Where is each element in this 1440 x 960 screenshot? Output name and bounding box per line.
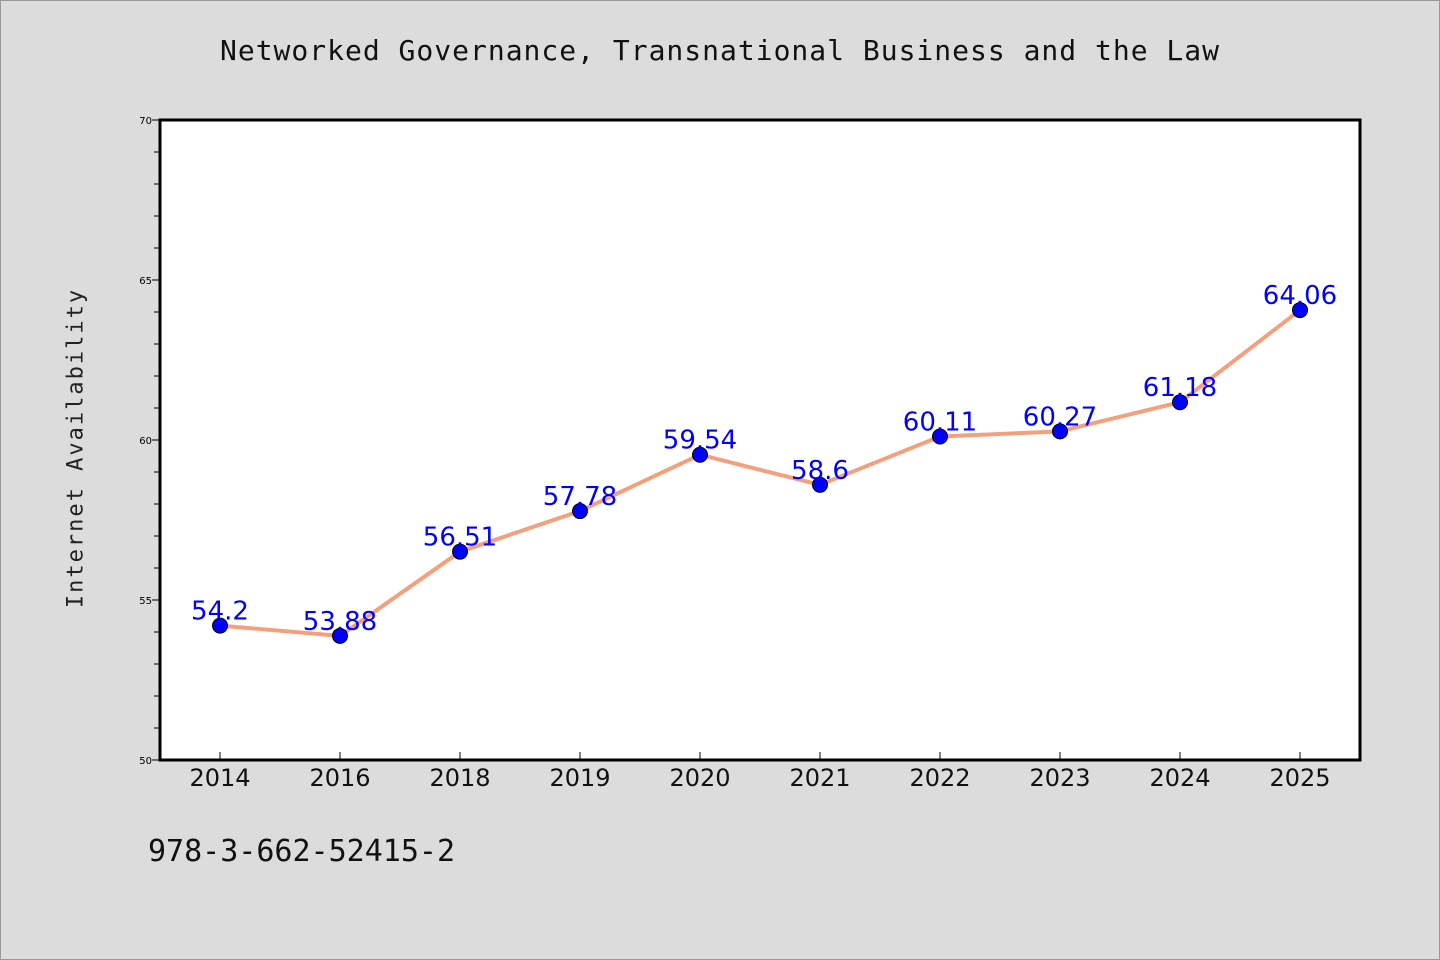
isbn-text: 978-3-662-52415-2 <box>148 834 456 869</box>
x-tick-label: 2020 <box>669 764 730 792</box>
x-tick-label: 2019 <box>549 764 610 792</box>
y-minor-ticks <box>154 151 160 729</box>
chart-title: Networked Governance, Transnational Busi… <box>219 34 1220 67</box>
y-tick-label: 65 <box>139 276 152 287</box>
data-markers <box>212 302 1308 644</box>
y-tick-label: 55 <box>139 596 152 607</box>
data-label: 60.11 <box>903 407 977 437</box>
x-tick-label: 2016 <box>309 764 370 792</box>
data-point <box>1292 302 1308 319</box>
data-label: 58.6 <box>791 456 849 486</box>
x-tick-label: 2023 <box>1029 764 1090 792</box>
data-point <box>1052 423 1068 440</box>
y-axis-ticks: 50 55 60 65 70 <box>139 116 160 767</box>
x-tick-label: 2022 <box>909 764 970 792</box>
plot-area <box>158 118 1362 762</box>
data-point <box>452 543 468 560</box>
data-point <box>572 503 588 520</box>
y-tick-label: 50 <box>139 756 152 767</box>
x-tick-label: 2021 <box>789 764 850 792</box>
x-tick-label: 2018 <box>429 764 490 792</box>
data-point <box>212 617 228 634</box>
data-point <box>932 428 948 445</box>
data-label: 59.54 <box>663 426 737 456</box>
data-label: 53.88 <box>303 607 377 637</box>
data-point <box>332 627 348 644</box>
data-label: 56.51 <box>423 523 497 553</box>
data-point <box>692 446 708 463</box>
data-point <box>1172 394 1188 411</box>
y-tick-label: 70 <box>139 116 152 127</box>
x-tick-label: 2025 <box>1269 764 1330 792</box>
data-label: 61.18 <box>1143 373 1217 403</box>
data-labels: 54.2 53.88 56.51 57.78 59.54 58.6 60.11 60.27 61… <box>191 281 1337 637</box>
data-label: 64.06 <box>1263 281 1337 311</box>
data-label: 60.27 <box>1023 402 1097 432</box>
x-tick-label: 2014 <box>189 764 250 792</box>
series-line <box>219 308 1302 638</box>
y-tick-label: 60 <box>139 436 152 447</box>
data-label: 57.78 <box>543 482 617 512</box>
x-tick-label: 2024 <box>1149 764 1210 792</box>
x-axis-ticks: 2014 2016 2018 2019 2020 2021 2022 2023 2024 2025 <box>189 752 1331 792</box>
data-label: 54.2 <box>191 597 249 627</box>
data-point <box>812 476 828 493</box>
